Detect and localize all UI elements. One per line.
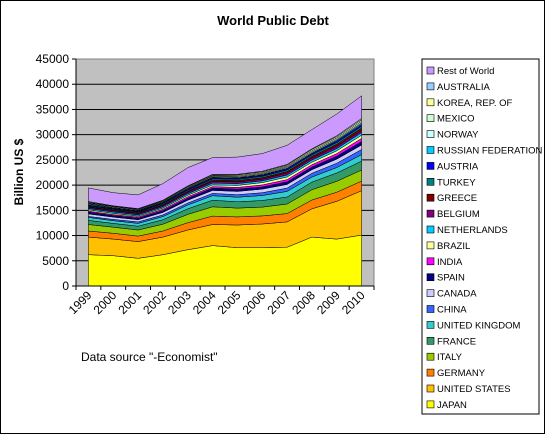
x-tick-label: 2008 xyxy=(289,288,318,317)
legend-label: GERMANY xyxy=(437,368,486,379)
legend-swatch xyxy=(426,289,435,297)
legend-label: FRANCE xyxy=(437,336,476,347)
x-tick-label: 2009 xyxy=(314,288,343,317)
y-tick-label: 10000 xyxy=(36,229,70,243)
legend-swatch xyxy=(426,321,435,329)
legend-swatch xyxy=(426,130,435,138)
legend-swatch xyxy=(426,352,435,361)
legend-label: CHINA xyxy=(437,305,467,316)
legend-label: INDIA xyxy=(437,257,463,268)
x-tick-label: 2004 xyxy=(190,288,219,317)
legend-label: TURKEY xyxy=(437,177,476,188)
legend-label: Rest of World xyxy=(437,66,494,77)
legend-label: UNITED KINGDOM xyxy=(437,320,520,331)
y-tick-label: 30000 xyxy=(36,128,70,142)
legend-swatch xyxy=(426,305,435,313)
legend-swatch xyxy=(426,193,435,202)
legend-swatch xyxy=(426,257,435,266)
legend-swatch xyxy=(426,66,435,75)
legend-label: GREECE xyxy=(437,193,477,204)
legend-label: SPAIN xyxy=(437,273,465,284)
legend-swatch xyxy=(426,162,435,170)
legend-label: RUSSIAN FEDERATION xyxy=(437,146,543,157)
x-tick-label: 2007 xyxy=(264,288,293,317)
x-tick-label: 2000 xyxy=(91,288,120,317)
y-tick-label: 15000 xyxy=(36,203,70,217)
x-tick-label: 2010 xyxy=(339,288,368,317)
legend-label: MEXICO xyxy=(437,114,474,125)
legend-label: KOREA, REP. OF xyxy=(437,98,513,109)
y-tick-label: 5000 xyxy=(42,254,69,268)
data-source-note: Data source "-Economist" xyxy=(81,350,218,364)
legend-box xyxy=(421,58,540,415)
legend-swatch xyxy=(426,368,435,377)
legend-label: AUSTRIA xyxy=(437,161,479,172)
y-tick-label: 35000 xyxy=(36,102,70,116)
legend-swatch xyxy=(426,146,435,154)
legend-swatch xyxy=(426,98,435,107)
legend-swatch xyxy=(426,82,435,91)
area-series-21 xyxy=(88,95,362,209)
x-tick-label: 2002 xyxy=(140,288,169,317)
y-tick-label: 40000 xyxy=(36,77,70,91)
x-tick-label: 2005 xyxy=(215,288,244,317)
y-axis-label: Billion US $ xyxy=(12,138,26,205)
legend-label: JAPAN xyxy=(437,400,467,411)
legend-swatch xyxy=(426,273,435,282)
legend-swatch xyxy=(426,225,435,234)
legend-label: BELGIUM xyxy=(437,209,480,220)
area-layer xyxy=(88,95,362,287)
legend-swatch xyxy=(426,178,435,186)
y-tick-label: 45000 xyxy=(36,52,70,66)
x-tick-label: 2001 xyxy=(115,288,144,317)
legend-label: UNITED STATES xyxy=(437,384,511,395)
legend-swatch xyxy=(426,400,435,409)
legend-swatch xyxy=(426,384,435,393)
legend-label: NORWAY xyxy=(437,130,479,141)
legend-label: CANADA xyxy=(437,289,477,300)
chart-title: World Public Debt xyxy=(217,13,329,28)
legend-swatch xyxy=(426,241,435,250)
x-tick-label: 1999 xyxy=(66,288,95,317)
y-tick-label: 20000 xyxy=(36,178,70,192)
y-tick-label: 25000 xyxy=(36,153,70,167)
legend-swatch xyxy=(426,209,435,218)
legend-label: AUSTRALIA xyxy=(437,82,490,93)
legend-label: NETHERLANDS xyxy=(437,225,508,236)
x-tick-label: 2003 xyxy=(165,288,194,317)
x-tick-label: 2006 xyxy=(240,288,269,317)
legend-swatch xyxy=(426,114,435,122)
y-tick-label: 0 xyxy=(62,279,69,293)
legend-swatch xyxy=(426,336,435,345)
legend-label: BRAZIL xyxy=(437,241,470,252)
legend-label: ITALY xyxy=(437,352,463,363)
legend: Rest of World AUSTRALIA KOREA, REP. OF MEXI… xyxy=(426,66,543,411)
